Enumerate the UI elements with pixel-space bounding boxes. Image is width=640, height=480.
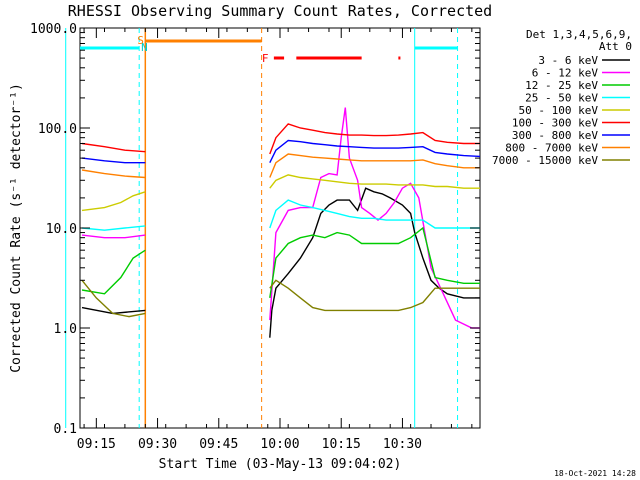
y-tick-label: 1.0 (54, 322, 77, 337)
plot-frame (79, 27, 481, 429)
series-line-5-post (269, 174, 480, 189)
series-line-2-pre (81, 234, 146, 239)
x-axis: 09:15 09:30 09:45 10:00 10:15 10:30 (77, 28, 473, 452)
x-tick-label: 09:45 (199, 437, 238, 452)
y-tick-label: 100.0 (38, 122, 77, 137)
legend-label: 25 - 50 keV (525, 92, 598, 105)
x-tick-label: 10:00 (260, 437, 299, 452)
series-line-6-pre (81, 142, 146, 153)
legend-label: 800 - 7000 keV (505, 142, 598, 155)
legend-label: 100 - 300 keV (512, 117, 598, 130)
series-line-5-pre (81, 191, 146, 212)
series-line-1-pre (81, 306, 146, 315)
series-line-6-post (269, 123, 480, 155)
series-line-1-post (269, 187, 480, 338)
x-tick-label: 10:15 (322, 437, 361, 452)
series-line-4-post (269, 199, 480, 229)
detectors-label: Det 1,3,4,5,6,9, (526, 28, 632, 41)
series-line-8-pre (81, 169, 146, 179)
legend-label: 50 - 100 keV (519, 104, 599, 117)
chart-title: RHESSI Observing Summary Count Rates, Co… (68, 2, 492, 20)
flare-label: F (262, 52, 269, 65)
legend-label: 3 - 6 keV (538, 54, 598, 67)
series-line-8-post (269, 153, 480, 178)
y-tick-label: 10.0 (46, 222, 77, 237)
legend-label: 300 - 800 keV (512, 129, 598, 142)
saa-label: S (137, 34, 144, 47)
x-tick-label: 10:30 (383, 437, 422, 452)
x-tick-label: 09:30 (138, 437, 177, 452)
series-line-9-pre (81, 279, 146, 318)
x-axis-label: Start Time (03-May-13 09:04:02) (159, 457, 402, 472)
y-axis-label: Corrected Count Rate (s⁻¹ detector⁻¹) (9, 83, 24, 373)
series-line-3-post (269, 226, 480, 299)
y-axis: 1000.0 100.0 10.0 1.0 0.1 (30, 22, 480, 437)
y-tick-label: 1000.0 (30, 22, 77, 37)
plot-area: SN F (65, 28, 481, 428)
timestamp: 18-Oct-2021 14:28 (554, 469, 636, 478)
series-line-3-pre (81, 249, 146, 295)
night-label: N (141, 41, 148, 54)
series-line-7-pre (81, 157, 146, 164)
legend-label: 6 - 12 keV (532, 67, 599, 80)
series-line-9-post (269, 279, 480, 312)
x-tick-label: 09:15 (77, 437, 116, 452)
legend-label: 7000 - 15000 keV (492, 154, 598, 167)
y-tick-label: 0.1 (54, 422, 77, 437)
series-line-4-pre (81, 225, 146, 231)
legend-label: 12 - 25 keV (525, 79, 598, 92)
attenuator-label: Att 0 (599, 40, 632, 53)
series-line-7-post (269, 139, 481, 164)
